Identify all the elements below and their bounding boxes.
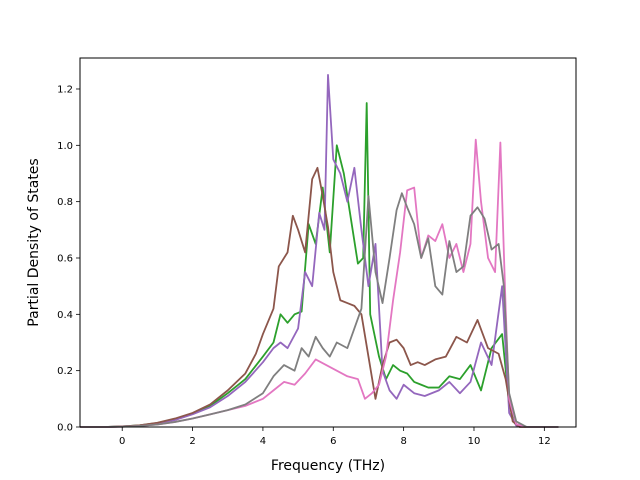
- x-tick-label: 4: [260, 436, 266, 447]
- y-axis-label: Partial Density of States: [26, 158, 42, 326]
- y-tick-label: 0.2: [57, 366, 73, 377]
- y-tick-label: 0.4: [57, 310, 73, 321]
- y-tick-label: 0.8: [57, 197, 73, 208]
- y-tick-label: 0.6: [57, 253, 73, 264]
- x-axis-ticks: 0 2 4 6 8 10 12: [119, 427, 551, 447]
- x-tick-label: 12: [538, 436, 551, 447]
- x-tick-label: 2: [189, 436, 195, 447]
- plot-area-frame: [79, 57, 577, 428]
- x-tick-label: 0: [119, 436, 125, 447]
- x-tick-label: 10: [468, 436, 481, 447]
- series-line-5: [80, 192, 559, 428]
- y-tick-label: 0.0: [57, 423, 73, 434]
- y-axis-ticks: 0.0 0.2 0.4 0.6 0.8 1.0 1.2: [57, 84, 80, 434]
- series-line-1: [80, 102, 559, 428]
- x-tick-label: 6: [330, 436, 336, 447]
- series-layer: [80, 74, 559, 428]
- series-line-4: [80, 138, 559, 428]
- series-line-2: [80, 74, 559, 428]
- x-axis-label: Frequency (THz): [271, 458, 385, 474]
- x-tick-label: 8: [400, 436, 406, 447]
- y-tick-label: 1.0: [57, 141, 73, 152]
- series-line-3: [80, 166, 559, 428]
- y-tick-label: 1.2: [57, 84, 73, 95]
